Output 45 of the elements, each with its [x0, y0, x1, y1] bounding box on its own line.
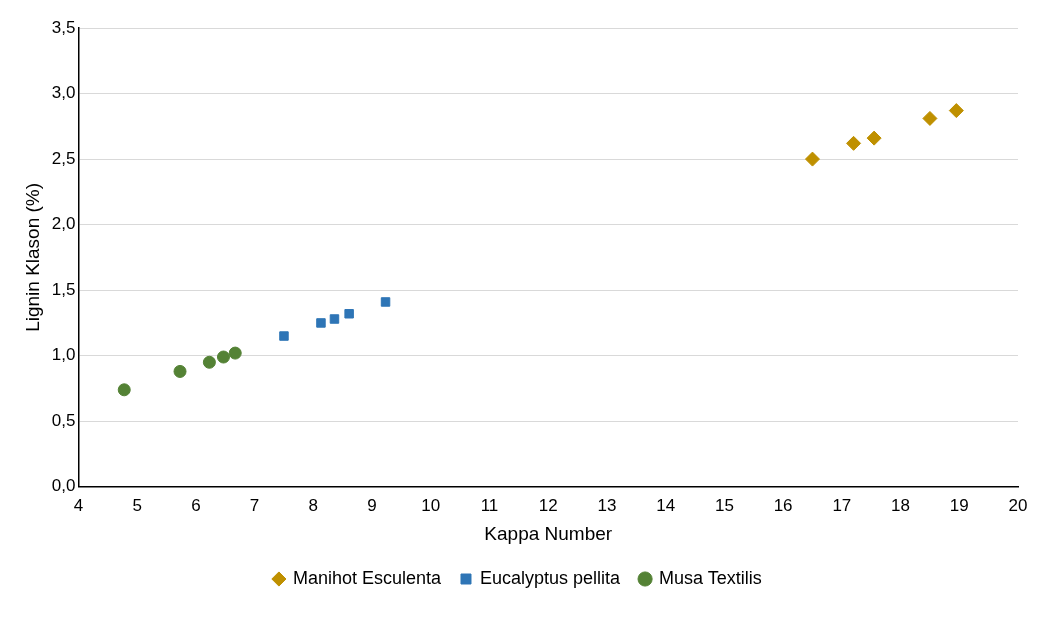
- x-tick-label: 15: [714, 495, 734, 515]
- x-tick-label: 10: [421, 495, 441, 515]
- y-tick-label: 3,5: [51, 17, 76, 37]
- x-tick-label: 11: [480, 495, 499, 515]
- x-tick-label: 20: [1008, 495, 1028, 515]
- x-tick-label: 18: [891, 495, 911, 515]
- x-tick-label: 9: [367, 495, 377, 515]
- x-axis-title: Kappa Number: [484, 522, 613, 544]
- y-axis-title: Lignin Klason (%): [21, 182, 43, 332]
- point: [279, 331, 289, 341]
- legend-label: Eucalyptus pellita: [479, 567, 622, 588]
- y-tick-label: 3,0: [51, 83, 76, 103]
- point: [316, 318, 326, 328]
- y-tick-label: 1,0: [51, 345, 76, 365]
- point: [804, 151, 820, 167]
- point: [922, 110, 938, 126]
- x-tick-label: 6: [191, 495, 201, 515]
- x-tick-label: 14: [656, 495, 676, 515]
- x-tick-label: 7: [249, 495, 260, 515]
- point: [846, 135, 862, 151]
- y-tick-label: 1,5: [51, 279, 76, 299]
- x-tick-label: 5: [132, 495, 142, 515]
- point: [173, 364, 187, 378]
- legend-label: Manihot Esculenta: [292, 567, 442, 588]
- y-tick-label: 2,0: [51, 214, 76, 234]
- point: [216, 350, 230, 364]
- point: [866, 130, 882, 146]
- x-tick-label: 19: [949, 495, 969, 515]
- x-tick-label: 8: [308, 495, 319, 515]
- point: [228, 346, 242, 360]
- x-tick-label: 4: [73, 495, 84, 515]
- x-tick-label: 13: [597, 495, 617, 515]
- legend-label: Musa Textilis: [659, 567, 762, 588]
- y-tick-label: 0,5: [51, 410, 76, 430]
- point: [948, 103, 964, 119]
- point: [117, 383, 131, 397]
- y-tick-label: 2,5: [51, 148, 76, 168]
- x-tick-label: 17: [832, 495, 852, 515]
- point: [344, 309, 354, 319]
- x-tick-label: 16: [773, 495, 793, 515]
- point: [202, 355, 216, 369]
- x-tick-label: 12: [538, 495, 558, 515]
- y-tick-label: 0,0: [51, 476, 76, 496]
- point: [329, 314, 340, 324]
- point: [380, 297, 391, 307]
